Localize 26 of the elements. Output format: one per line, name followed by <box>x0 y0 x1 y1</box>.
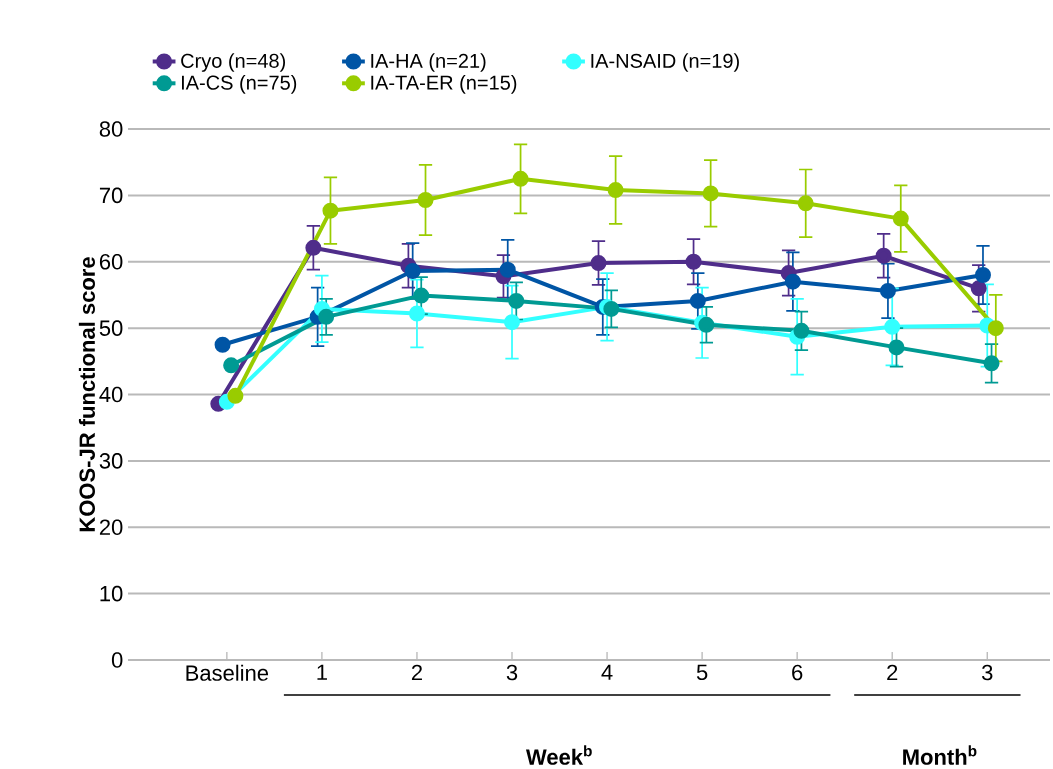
legend-label: IA-TA-ER (n=15) <box>371 75 517 94</box>
x-tick-label: 6 <box>792 664 803 681</box>
x-tick-label: 4 <box>601 664 613 680</box>
y-tick-label: 50 <box>99 320 123 336</box>
legend-label: IA-NSAID (n=19) <box>591 53 739 72</box>
x-tick-label: 2 <box>887 664 898 681</box>
text: Month$^{b}$ <box>903 745 977 765</box>
x-tick-label: Baseline <box>186 664 269 681</box>
y-tick-label: 80 <box>99 121 123 137</box>
y-tick-label: 60 <box>99 253 123 270</box>
legend-label: IA-CS (n=75) <box>181 75 297 94</box>
legend-label: Cryo (n=48) <box>181 53 286 72</box>
y-tick-label: 40 <box>99 386 123 403</box>
x-tick-label: 3 <box>506 664 518 681</box>
y-tick-label: 10 <box>100 585 123 602</box>
x-tick-label: 1 <box>317 664 327 680</box>
legend-label: IA-HA (n=21) <box>371 53 486 72</box>
y-axis-title: KOOS-JR functional score <box>78 257 95 532</box>
y-tick-label: 70 <box>99 187 123 204</box>
x-tick-label: 2 <box>411 664 422 681</box>
text: Week$^{b}$ <box>525 745 592 765</box>
y-tick-label: 0 <box>111 652 123 668</box>
x-tick-label: 5 <box>696 664 708 681</box>
x-tick-label: 3 <box>981 664 993 681</box>
y-tick-label: 20 <box>99 519 123 536</box>
y-tick-label: 30 <box>99 453 123 469</box>
